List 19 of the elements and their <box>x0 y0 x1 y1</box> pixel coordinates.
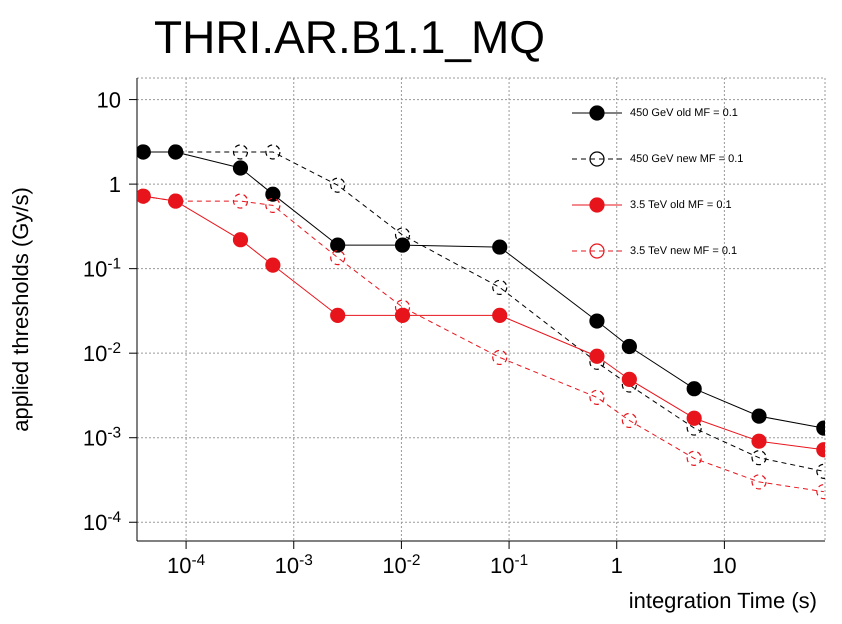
y-tick-label: 10$^{-4}$ <box>82 508 122 536</box>
x-tick-label: 10$^{-1}$ <box>490 552 528 578</box>
legend-label: 3.5 TeV new MF = 0.1 <box>630 245 738 257</box>
legend-label: 3.5 TeV old MF = 0.1 <box>630 199 732 211</box>
y-tick-label: 10$^{-3}$ <box>82 424 121 451</box>
legend-label: 450 GeV old MF = 0.1 <box>630 107 738 119</box>
y-tick-label: 10 <box>96 88 121 113</box>
y-tick-label: 1 <box>108 172 121 198</box>
x-tick-label: 10$^{-4}$ <box>167 552 206 578</box>
x-tick-label: 10 <box>712 553 737 578</box>
legend-label: 450 GeV new MF = 0.1 <box>630 153 744 165</box>
x-tick-label: 10$^{-2}$ <box>382 552 420 578</box>
y-tick-label: 10$^{-1}$ <box>82 255 121 282</box>
y-tick-label: 10$^{-2}$ <box>82 340 121 366</box>
y-axis-title: applied thresholds (Gy/s) <box>8 187 33 432</box>
chart-title: THRI.AR.B1.1_MQ <box>154 10 546 64</box>
x-tick-label: 10$^{-3}$ <box>274 552 313 578</box>
x-tick-label: 1 <box>610 553 623 578</box>
x-axis-title: integration Time (s) <box>628 588 817 613</box>
